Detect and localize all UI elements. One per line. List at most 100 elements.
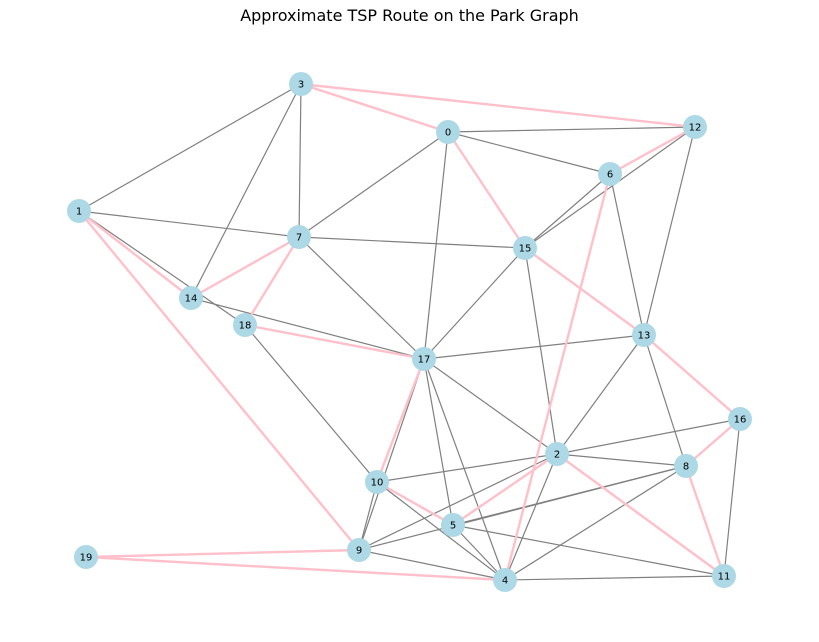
edge-8-4 <box>504 465 687 581</box>
edge-13-8 <box>643 334 687 467</box>
edge-15-2 <box>524 247 558 455</box>
node-circle <box>287 225 311 249</box>
edge-3-14 <box>190 83 302 299</box>
edge-13-17 <box>423 334 645 360</box>
node-label: 8 <box>683 462 689 473</box>
node-label: 2 <box>554 450 560 461</box>
route-edge-6-12 <box>609 125 696 176</box>
node-8: 8 <box>674 454 698 478</box>
node-circle <box>365 470 389 494</box>
route-edge-11-2 <box>556 453 725 577</box>
node-1: 1 <box>67 199 91 223</box>
node-label: 16 <box>734 415 747 426</box>
node-label: 3 <box>298 80 304 91</box>
route-edge-13-16 <box>643 334 741 420</box>
edge-4-11 <box>504 575 725 581</box>
edge-10-2 <box>376 453 558 483</box>
node-label: 14 <box>185 294 198 305</box>
node-circle <box>347 538 371 562</box>
route-edge-9-19 <box>85 548 360 559</box>
edge-7-17 <box>298 236 425 360</box>
edge-5-11 <box>452 524 725 577</box>
node-16: 16 <box>728 407 752 431</box>
node-circle <box>412 347 436 371</box>
node-14: 14 <box>179 286 203 310</box>
edges-layer <box>78 83 741 581</box>
node-label: 9 <box>356 546 362 557</box>
route-edge-1-9 <box>78 210 360 551</box>
node-15: 15 <box>513 236 537 260</box>
node-13: 13 <box>632 323 656 347</box>
edge-2-4 <box>504 453 558 581</box>
node-label: 6 <box>607 170 613 181</box>
node-label: 13 <box>638 331 651 342</box>
node-circle <box>513 236 537 260</box>
node-label: 10 <box>371 478 384 489</box>
edge-17-9 <box>358 358 425 551</box>
edge-1-18 <box>78 210 246 326</box>
node-circle <box>632 323 656 347</box>
edge-9-4 <box>358 549 506 581</box>
node-circle <box>179 286 203 310</box>
node-5: 5 <box>441 513 465 537</box>
node-label: 7 <box>296 233 302 244</box>
node-2: 2 <box>545 442 569 466</box>
node-circle <box>493 568 517 592</box>
node-circle <box>441 513 465 537</box>
edge-12-15 <box>524 126 696 249</box>
route-edge-7-14 <box>190 235 300 300</box>
node-label: 17 <box>418 355 431 366</box>
edge-17-5 <box>423 358 454 526</box>
node-label: 1 <box>76 207 82 218</box>
node-11: 11 <box>712 564 736 588</box>
edge-0-17 <box>423 131 449 360</box>
node-3: 3 <box>289 72 313 96</box>
edge-12-13 <box>643 126 696 336</box>
chart-title: Approximate TSP Route on the Park Graph <box>240 6 579 25</box>
node-label: 19 <box>80 553 93 564</box>
edge-17-2 <box>423 358 558 455</box>
route-edge-14-1 <box>78 210 192 299</box>
node-circle <box>712 564 736 588</box>
edge-10-4 <box>376 481 506 581</box>
edge-2-9 <box>358 453 558 551</box>
edge-18-10 <box>244 324 378 483</box>
node-circle <box>233 313 257 337</box>
node-circle <box>545 442 569 466</box>
edge-1-7 <box>78 210 300 238</box>
node-circle <box>728 407 752 431</box>
node-19: 19 <box>74 545 98 569</box>
edge-5-4 <box>452 524 506 581</box>
edge-16-2 <box>556 418 741 455</box>
edge-6-15 <box>524 173 611 249</box>
route-edge-10-17 <box>375 358 426 483</box>
edge-14-17 <box>190 297 425 360</box>
edge-2-8 <box>556 453 687 467</box>
node-10: 10 <box>365 470 389 494</box>
edge-6-13 <box>609 173 645 336</box>
node-label: 12 <box>689 123 702 134</box>
edge-0-7 <box>298 131 449 238</box>
edge-3-7 <box>298 83 302 238</box>
edge-17-4 <box>423 358 506 581</box>
node-circle <box>289 72 313 96</box>
node-4: 4 <box>493 568 517 592</box>
node-label: 5 <box>450 521 456 532</box>
node-label: 18 <box>239 321 252 332</box>
node-label: 11 <box>718 572 731 583</box>
node-circle <box>674 454 698 478</box>
edge-0-6 <box>447 131 611 175</box>
edge-0-12 <box>447 126 696 133</box>
node-circle <box>67 199 91 223</box>
node-label: 0 <box>445 128 451 139</box>
route-edge-3-0 <box>300 82 449 134</box>
route-edge-18-7 <box>243 236 301 326</box>
node-label: 15 <box>519 244 532 255</box>
edge-3-1 <box>78 83 302 212</box>
edge-15-17 <box>423 247 526 360</box>
route-edge-2-5 <box>452 453 558 526</box>
edge-13-2 <box>556 334 645 455</box>
edge-7-15 <box>298 236 526 249</box>
edge-16-11 <box>723 418 741 577</box>
